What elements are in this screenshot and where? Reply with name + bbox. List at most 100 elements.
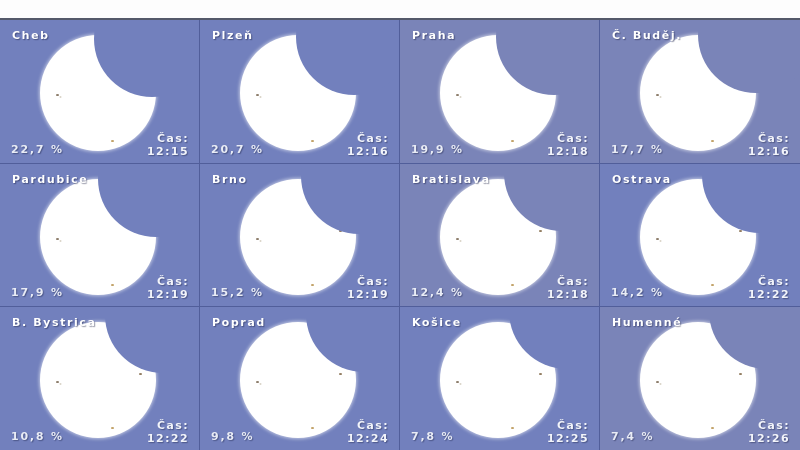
- sunspot-icon: [56, 381, 59, 383]
- panel-percent-label: 12,4 %: [411, 286, 464, 299]
- panel-time-caption: Čas:: [556, 275, 589, 288]
- panel-percent-label: 7,4 %: [611, 430, 655, 443]
- panel-time-caption: Čas:: [156, 275, 189, 288]
- sunspot-icon: [56, 238, 59, 240]
- city-panel: Cheb 22,7 % Čas: 12:15: [0, 20, 199, 163]
- panel-time-block: Čas: 12:19: [347, 275, 389, 301]
- panel-time-block: Čas: 12:19: [147, 275, 189, 301]
- panel-city-label: Humenné: [612, 316, 683, 329]
- sunspot-icon: [511, 427, 514, 429]
- sunspot-icon: [711, 284, 714, 286]
- panel-time-block: Čas: 12:18: [547, 275, 589, 301]
- panel-time-caption: Čas:: [356, 132, 389, 145]
- panel-time-caption: Čas:: [556, 132, 589, 145]
- sunspot-icon: [311, 140, 314, 142]
- panel-time-caption: Čas:: [156, 419, 189, 432]
- panel-city-label: B. Bystrica: [12, 316, 97, 329]
- sunspot-icon: [111, 284, 114, 286]
- sunspot-icon: [311, 427, 314, 429]
- panel-time-value: 12:16: [747, 145, 790, 158]
- panel-time-caption: Čas:: [356, 275, 389, 288]
- sunspot-icon: [656, 381, 659, 383]
- panel-time-value: 12:19: [146, 288, 189, 301]
- city-panel: Plzeň 20,7 % Čas: 12:16: [200, 20, 399, 163]
- sunspot-icon: [456, 381, 459, 383]
- sunspot-icon: [739, 373, 742, 375]
- panel-time-caption: Čas:: [757, 132, 790, 145]
- panel-city-label: Ostrava: [612, 173, 672, 186]
- panel-time-block: Čas: 12:26: [748, 419, 790, 445]
- panel-time-value: 12:18: [546, 145, 589, 158]
- top-border-line: [0, 18, 800, 20]
- panel-time-block: Čas: 12:22: [147, 419, 189, 445]
- sunspot-icon: [111, 427, 114, 429]
- panel-percent-label: 17,9 %: [11, 286, 64, 299]
- sunspot-icon: [256, 381, 259, 383]
- sunspot-icon: [656, 238, 659, 240]
- panel-percent-label: 10,8 %: [11, 430, 64, 443]
- panel-time-block: Čas: 12:16: [748, 132, 790, 158]
- panel-city-label: Košice: [412, 316, 462, 329]
- sunspot-icon: [711, 427, 714, 429]
- panel-city-label: Plzeň: [212, 29, 254, 42]
- sunspot-icon: [139, 373, 142, 375]
- panel-time-value: 12:18: [546, 288, 589, 301]
- panel-time-caption: Čas:: [156, 132, 189, 145]
- panel-percent-label: 22,7 %: [11, 143, 64, 156]
- panel-percent-label: 7,8 %: [411, 430, 455, 443]
- panel-city-label: Cheb: [12, 29, 50, 42]
- panel-time-caption: Čas:: [556, 419, 589, 432]
- city-panel: Č. Buděj. 17,7 % Čas: 12:16: [600, 20, 800, 163]
- sunspot-icon: [339, 373, 342, 375]
- panel-time-value: 12:19: [346, 288, 389, 301]
- panel-city-label: Poprad: [212, 316, 266, 329]
- panel-time-value: 12:25: [546, 432, 589, 445]
- panel-time-caption: Čas:: [757, 419, 790, 432]
- panel-city-label: Brno: [212, 173, 248, 186]
- city-panel: Ostrava 14,2 % Čas: 12:22: [600, 164, 800, 306]
- panel-time-block: Čas: 12:22: [748, 275, 790, 301]
- panel-city-label: Bratislava: [412, 173, 491, 186]
- panel-time-value: 12:15: [146, 145, 189, 158]
- sunspot-icon: [711, 140, 714, 142]
- sunspot-icon: [656, 94, 659, 96]
- city-panel: Bratislava 12,4 % Čas: 12:18: [400, 164, 599, 306]
- city-panel: Praha 19,9 % Čas: 12:18: [400, 20, 599, 163]
- panel-city-label: Praha: [412, 29, 457, 42]
- sunspot-icon: [456, 94, 459, 96]
- panel-percent-label: 9,8 %: [211, 430, 255, 443]
- panel-percent-label: 19,9 %: [411, 143, 464, 156]
- panel-city-label: Pardubice: [12, 173, 89, 186]
- city-panel: Pardubice 17,9 % Čas: 12:19: [0, 164, 199, 306]
- panel-percent-label: 17,7 %: [611, 143, 664, 156]
- sunspot-icon: [511, 140, 514, 142]
- panel-time-value: 12:24: [346, 432, 389, 445]
- sunspot-icon: [256, 94, 259, 96]
- sunspot-icon: [539, 230, 542, 232]
- panel-percent-label: 20,7 %: [211, 143, 264, 156]
- sunspot-icon: [311, 284, 314, 286]
- city-panel: Poprad 9,8 % Čas: 12:24: [200, 307, 399, 450]
- city-panel: Brno 15,2 % Čas: 12:19: [200, 164, 399, 306]
- sunspot-icon: [256, 238, 259, 240]
- top-strip: [0, 0, 800, 18]
- city-panel: B. Bystrica 10,8 % Čas: 12:22: [0, 307, 199, 450]
- city-panel: Humenné 7,4 % Čas: 12:26: [600, 307, 800, 450]
- panel-time-value: 12:16: [346, 145, 389, 158]
- panel-time-value: 12:22: [747, 288, 790, 301]
- sunspot-icon: [56, 94, 59, 96]
- panel-time-block: Čas: 12:16: [347, 132, 389, 158]
- panel-time-value: 12:22: [146, 432, 189, 445]
- panel-grid: Cheb 22,7 % Čas: 12:15 Plzeň 20,7 % Čas:…: [0, 20, 800, 450]
- sunspot-icon: [511, 284, 514, 286]
- panel-city-label: Č. Buděj.: [612, 29, 682, 42]
- sunspot-icon: [539, 373, 542, 375]
- sunspot-icon: [111, 140, 114, 142]
- panel-time-caption: Čas:: [757, 275, 790, 288]
- city-panel: Košice 7,8 % Čas: 12:25: [400, 307, 599, 450]
- panel-time-block: Čas: 12:15: [147, 132, 189, 158]
- sunspot-icon: [456, 238, 459, 240]
- panel-time-caption: Čas:: [356, 419, 389, 432]
- panel-time-value: 12:26: [747, 432, 790, 445]
